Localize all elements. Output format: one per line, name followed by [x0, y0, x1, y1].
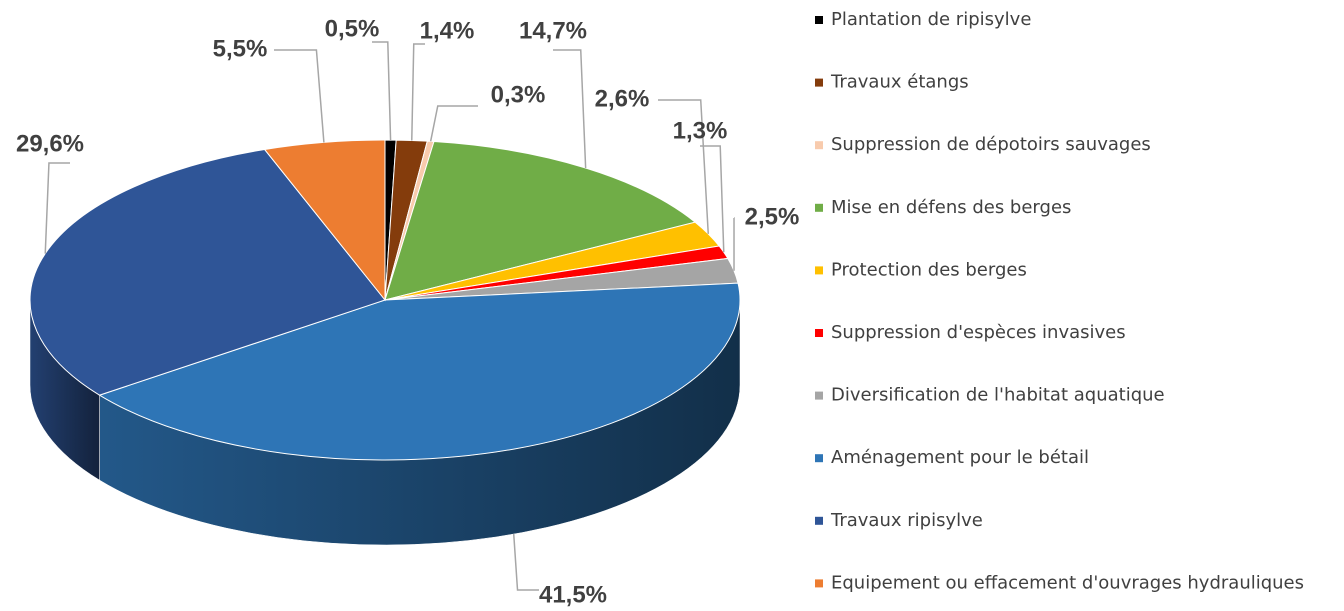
data-label: 2,5% [745, 203, 800, 230]
data-label: 1,3% [673, 117, 728, 144]
legend-swatch [815, 454, 823, 463]
leader-line [429, 105, 478, 142]
legend-swatch [815, 579, 823, 588]
legend-label: Plantation de ripisylve [831, 9, 1031, 30]
slice [384, 141, 697, 301]
legend-swatch [815, 78, 823, 87]
leader-line [512, 534, 539, 591]
leader-line [44, 162, 70, 254]
data-label: 5,5% [213, 35, 268, 62]
legend-label: Suppression d'espèces invasives [831, 322, 1126, 343]
leader-line [274, 49, 325, 143]
legend-swatch [815, 391, 823, 400]
legend-label: Aménagement pour le bétail [831, 447, 1089, 468]
data-label: 14,7% [519, 17, 587, 44]
leader-line [700, 145, 725, 253]
slice [98, 282, 741, 461]
legend-label: Travaux ripisylve [830, 510, 983, 531]
data-label: 0,5% [325, 15, 380, 42]
data-label: 0,3% [491, 81, 546, 108]
leader-line [658, 99, 710, 234]
legend-label: Mise en défens des berges [831, 197, 1071, 218]
legend-swatch [815, 16, 823, 24]
legend-label: Travaux étangs [830, 72, 969, 93]
legend-swatch [815, 516, 823, 525]
legend-swatch [815, 141, 823, 150]
leader-line [553, 49, 587, 169]
data-label: 1,4% [420, 17, 475, 44]
legend-label: Equipement ou effacement d'ouvrages hydr… [831, 572, 1304, 593]
data-label: 41,5% [539, 581, 607, 608]
legend-swatch [815, 266, 823, 275]
legend-label: Diversification de l'habitat aquatique [831, 385, 1165, 406]
legend-label: Suppression de dépotoirs sauvages [831, 134, 1151, 155]
data-label: 2,6% [595, 85, 650, 112]
legend-swatch [815, 329, 823, 337]
legend-swatch [815, 203, 823, 212]
legend-label: Protection des berges [831, 259, 1027, 280]
slice [29, 148, 386, 396]
leader-line [372, 41, 392, 141]
leader-line [411, 43, 425, 141]
data-label: 29,6% [16, 130, 84, 157]
